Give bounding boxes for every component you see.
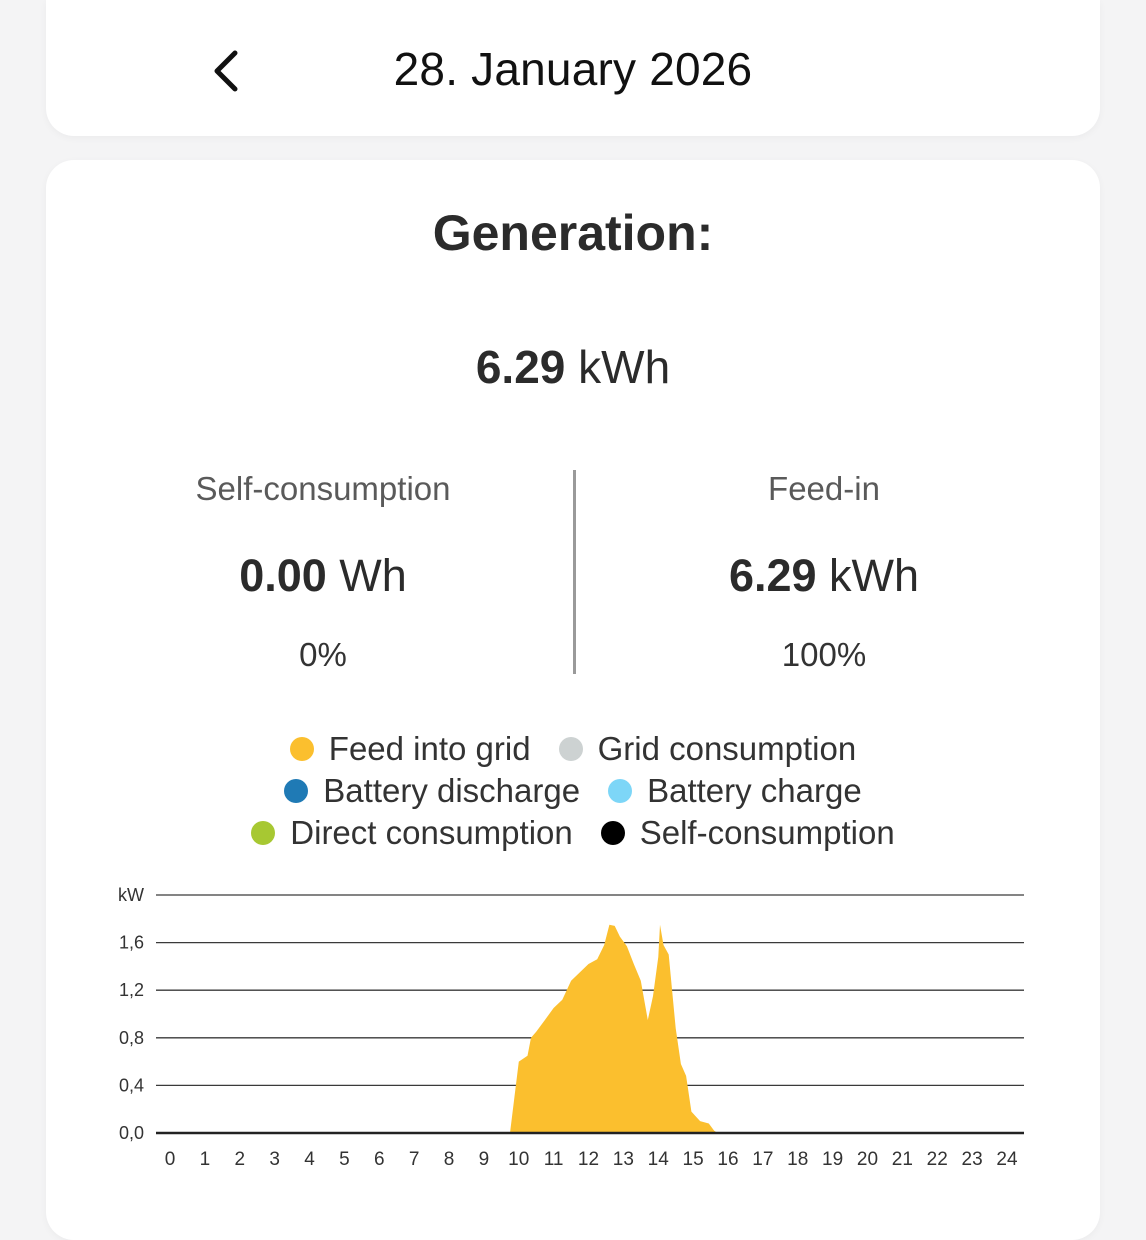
- legend-dot-icon: [558, 737, 583, 761]
- feed-in-value-line: 6.29 kWh: [599, 550, 1049, 606]
- total-unit: kWh: [578, 341, 671, 393]
- legend-label: Battery discharge: [323, 772, 581, 809]
- legend-label: Feed into grid: [328, 730, 531, 767]
- y-tick-label: 0,0: [119, 1123, 144, 1143]
- x-tick-label: 21: [892, 1149, 913, 1170]
- x-tick-label: 15: [683, 1149, 704, 1170]
- feed-in-unit: kWh: [829, 550, 920, 601]
- y-tick-label: 0,8: [119, 1028, 144, 1048]
- chevron-left-icon[interactable]: [209, 47, 243, 95]
- feed-in-stat: Feed-in 6.29 kWh 100%: [599, 470, 1049, 674]
- legend-item-feed-into-grid[interactable]: Feed into grid: [289, 730, 531, 768]
- x-tick-label: 23: [962, 1149, 983, 1170]
- legend-item-battery-charge[interactable]: Battery charge: [608, 772, 862, 810]
- x-tick-label: 17: [752, 1149, 773, 1170]
- legend-item-grid-consumption[interactable]: Grid consumption: [558, 730, 857, 768]
- feed-in-value: 6.29: [728, 550, 817, 601]
- x-tick-label: 14: [648, 1149, 670, 1170]
- legend-dot-icon: [289, 737, 314, 761]
- x-tick-label: 0: [165, 1149, 176, 1170]
- legend-dot-icon: [600, 821, 625, 845]
- legend-row: Feed into grid Grid consumption: [46, 728, 1100, 770]
- x-tick-label: 16: [717, 1149, 738, 1170]
- x-tick-label: 2: [234, 1149, 245, 1170]
- x-tick-label: 13: [613, 1149, 634, 1170]
- self-consumption-label: Self-consumption: [195, 470, 451, 507]
- x-tick-label: 7: [409, 1149, 420, 1170]
- x-tick-label: 19: [822, 1149, 843, 1170]
- back-button[interactable]: [196, 38, 256, 104]
- legend-row: Direct consumption Self-consumption: [46, 812, 1100, 854]
- y-tick-label: 0,4: [119, 1075, 144, 1095]
- x-tick-label: 9: [479, 1149, 490, 1170]
- legend-item-battery-discharge[interactable]: Battery discharge: [284, 772, 580, 810]
- feed-in-percent: 100%: [781, 636, 867, 673]
- chart-legend: Feed into grid Grid consumption Battery …: [46, 728, 1100, 854]
- legend-dot-icon: [608, 779, 633, 803]
- x-tick-label: 8: [444, 1149, 455, 1170]
- x-tick-label: 24: [996, 1149, 1018, 1170]
- legend-dot-icon: [284, 779, 309, 803]
- x-tick-label: 22: [927, 1149, 948, 1170]
- x-tick-label: 4: [304, 1149, 315, 1170]
- self-consumption-percent: 0%: [299, 636, 347, 673]
- section-title: Generation:: [432, 205, 714, 261]
- x-tick-label: 18: [787, 1149, 808, 1170]
- x-tick-label: 12: [578, 1149, 599, 1170]
- legend-label: Grid consumption: [597, 730, 857, 767]
- legend-label: Self-consumption: [639, 814, 895, 851]
- date-title: 28. January 2026: [393, 43, 753, 95]
- feed-in-label: Feed-in: [768, 470, 880, 507]
- legend-label: Direct consumption: [290, 814, 573, 851]
- x-tick-label: 10: [508, 1149, 529, 1170]
- area-series-feed-into-grid: [170, 924, 1007, 1133]
- x-tick-label: 6: [374, 1149, 385, 1170]
- x-tick-label: 1: [200, 1149, 211, 1170]
- legend-dot-icon: [251, 821, 276, 845]
- self-consumption-value: 0.00: [239, 550, 327, 601]
- y-tick-label: 1,2: [119, 980, 144, 1000]
- self-consumption-value-line: 0.00 Wh: [98, 550, 548, 606]
- stat-divider: [573, 470, 576, 674]
- x-tick-label: 11: [544, 1149, 564, 1170]
- y-tick-label: 1,6: [119, 933, 144, 953]
- legend-item-direct-consumption[interactable]: Direct consumption: [251, 814, 573, 852]
- x-tick-label: 3: [269, 1149, 280, 1170]
- y-axis-label: kW: [118, 885, 144, 905]
- legend-item-self-consumption[interactable]: Self-consumption: [600, 814, 895, 852]
- total-value: 6.29: [475, 341, 566, 393]
- self-consumption-unit: Wh: [339, 550, 407, 601]
- self-consumption-stat: Self-consumption 0.00 Wh 0%: [98, 470, 548, 674]
- x-tick-label: 5: [339, 1149, 350, 1170]
- total-generation: 6.29 kWh: [46, 340, 1100, 394]
- date-header: 28. January 2026: [46, 0, 1100, 136]
- legend-label: Battery charge: [647, 772, 862, 809]
- legend-row: Battery discharge Battery charge: [46, 770, 1100, 812]
- x-tick-label: 20: [857, 1149, 878, 1170]
- generation-chart[interactable]: 0,0 0,4 0,8 1,2 1,6 kW 0 1 2 3 4 5 6 7 8 9 10 11 12 13 14 15 1…: [0, 0, 1146, 1205]
